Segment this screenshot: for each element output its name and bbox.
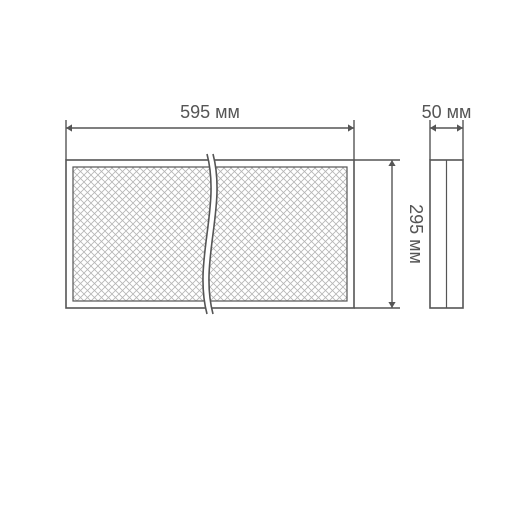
dim-depth: 50 мм — [422, 102, 472, 160]
height-label: 295 мм — [406, 204, 426, 264]
depth-label: 50 мм — [422, 102, 472, 122]
dim-width: 595 мм — [66, 102, 354, 160]
dim-height: 295 мм — [354, 160, 426, 308]
width-label: 595 мм — [180, 102, 240, 122]
side-view — [430, 160, 463, 308]
dimension-diagram: 595 мм 50 мм 295 мм — [0, 0, 524, 524]
